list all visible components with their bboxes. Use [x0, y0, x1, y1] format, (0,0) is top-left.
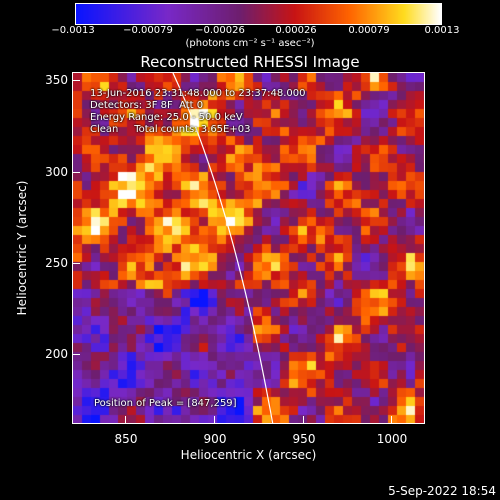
y-tickmark	[72, 354, 80, 355]
info-energy: Energy Range: 25.0 - 50.0 keV	[90, 112, 243, 123]
colorbar-tick: 0.0013	[424, 25, 460, 36]
y-tick-label: 300	[45, 165, 68, 179]
x-tickmark	[214, 416, 215, 424]
info-counts: Clean Total counts: 3.65E+03	[90, 124, 251, 135]
x-tickmark	[391, 416, 392, 424]
info-detectors: Detectors: 3F 8F Att 0	[90, 100, 204, 111]
x-axis-label: Heliocentric X (arcsec)	[180, 448, 317, 462]
x-tickmark	[303, 416, 304, 424]
x-tick-label: 900	[203, 432, 227, 446]
y-tickmark	[72, 80, 80, 81]
colorbar-tick: 0.00079	[348, 25, 390, 36]
y-tick-label: 250	[45, 256, 68, 270]
colorbar-tick: −0.00026	[195, 25, 245, 36]
info-peak: Position of Peak = [847,259]	[94, 398, 237, 409]
limb-line	[172, 73, 274, 423]
colorbar-tick: −0.00079	[123, 25, 173, 36]
y-tick-label: 200	[45, 347, 68, 361]
y-tickmark	[72, 263, 80, 264]
y-axis-label: Heliocentric Y (arcsec)	[15, 180, 29, 316]
x-tickmark	[125, 416, 126, 424]
timestamp: 5-Sep-2022 18:54	[388, 484, 496, 498]
x-tick-label: 950	[292, 432, 316, 446]
colorbar-tick: −0.0013	[51, 25, 95, 36]
rhessi-image	[73, 73, 424, 423]
y-tickmark	[72, 172, 80, 173]
x-tick-label: 850	[114, 432, 138, 446]
info-time: 13-Jun-2016 23:31:48.000 to 23:37:48.000	[90, 88, 306, 99]
colorbar-tick: 0.00026	[275, 25, 317, 36]
y-tick-label: 350	[45, 73, 68, 87]
x-tick-label: 1000	[376, 432, 408, 446]
plot-area: 13-Jun-2016 23:31:48.000 to 23:37:48.000…	[72, 72, 425, 424]
solar-limb	[172, 73, 274, 423]
colorbar-unit: (photons cm⁻² s⁻¹ asec⁻²)	[185, 38, 315, 49]
colorbar	[75, 3, 442, 25]
plot-title: Reconstructed RHESSI Image	[140, 53, 360, 71]
